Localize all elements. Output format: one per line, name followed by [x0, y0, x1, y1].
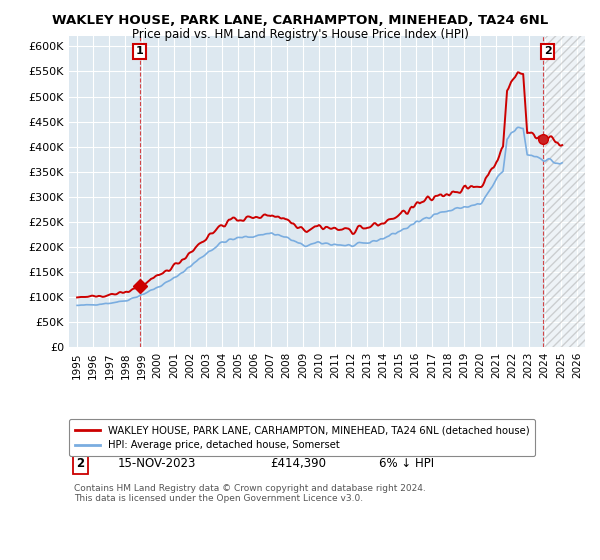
Text: 15-NOV-2023: 15-NOV-2023: [118, 458, 196, 470]
Text: 2: 2: [76, 458, 85, 470]
Text: 1: 1: [136, 46, 143, 57]
Text: 1: 1: [76, 438, 85, 451]
Text: 16% ↑ HPI: 16% ↑ HPI: [379, 438, 441, 451]
Text: 6% ↓ HPI: 6% ↓ HPI: [379, 458, 434, 470]
Text: £122,500: £122,500: [270, 438, 326, 451]
Text: £414,390: £414,390: [270, 458, 326, 470]
Text: 2: 2: [544, 46, 551, 57]
Text: 11-NOV-1998: 11-NOV-1998: [118, 438, 197, 451]
Bar: [545, 36, 585, 347]
Legend: WAKLEY HOUSE, PARK LANE, CARHAMPTON, MINEHEAD, TA24 6NL (detached house), HPI: A: WAKLEY HOUSE, PARK LANE, CARHAMPTON, MIN…: [69, 419, 535, 456]
Text: Price paid vs. HM Land Registry's House Price Index (HPI): Price paid vs. HM Land Registry's House …: [131, 28, 469, 41]
Text: Contains HM Land Registry data © Crown copyright and database right 2024.
This d: Contains HM Land Registry data © Crown c…: [74, 484, 426, 503]
Text: WAKLEY HOUSE, PARK LANE, CARHAMPTON, MINEHEAD, TA24 6NL: WAKLEY HOUSE, PARK LANE, CARHAMPTON, MIN…: [52, 14, 548, 27]
